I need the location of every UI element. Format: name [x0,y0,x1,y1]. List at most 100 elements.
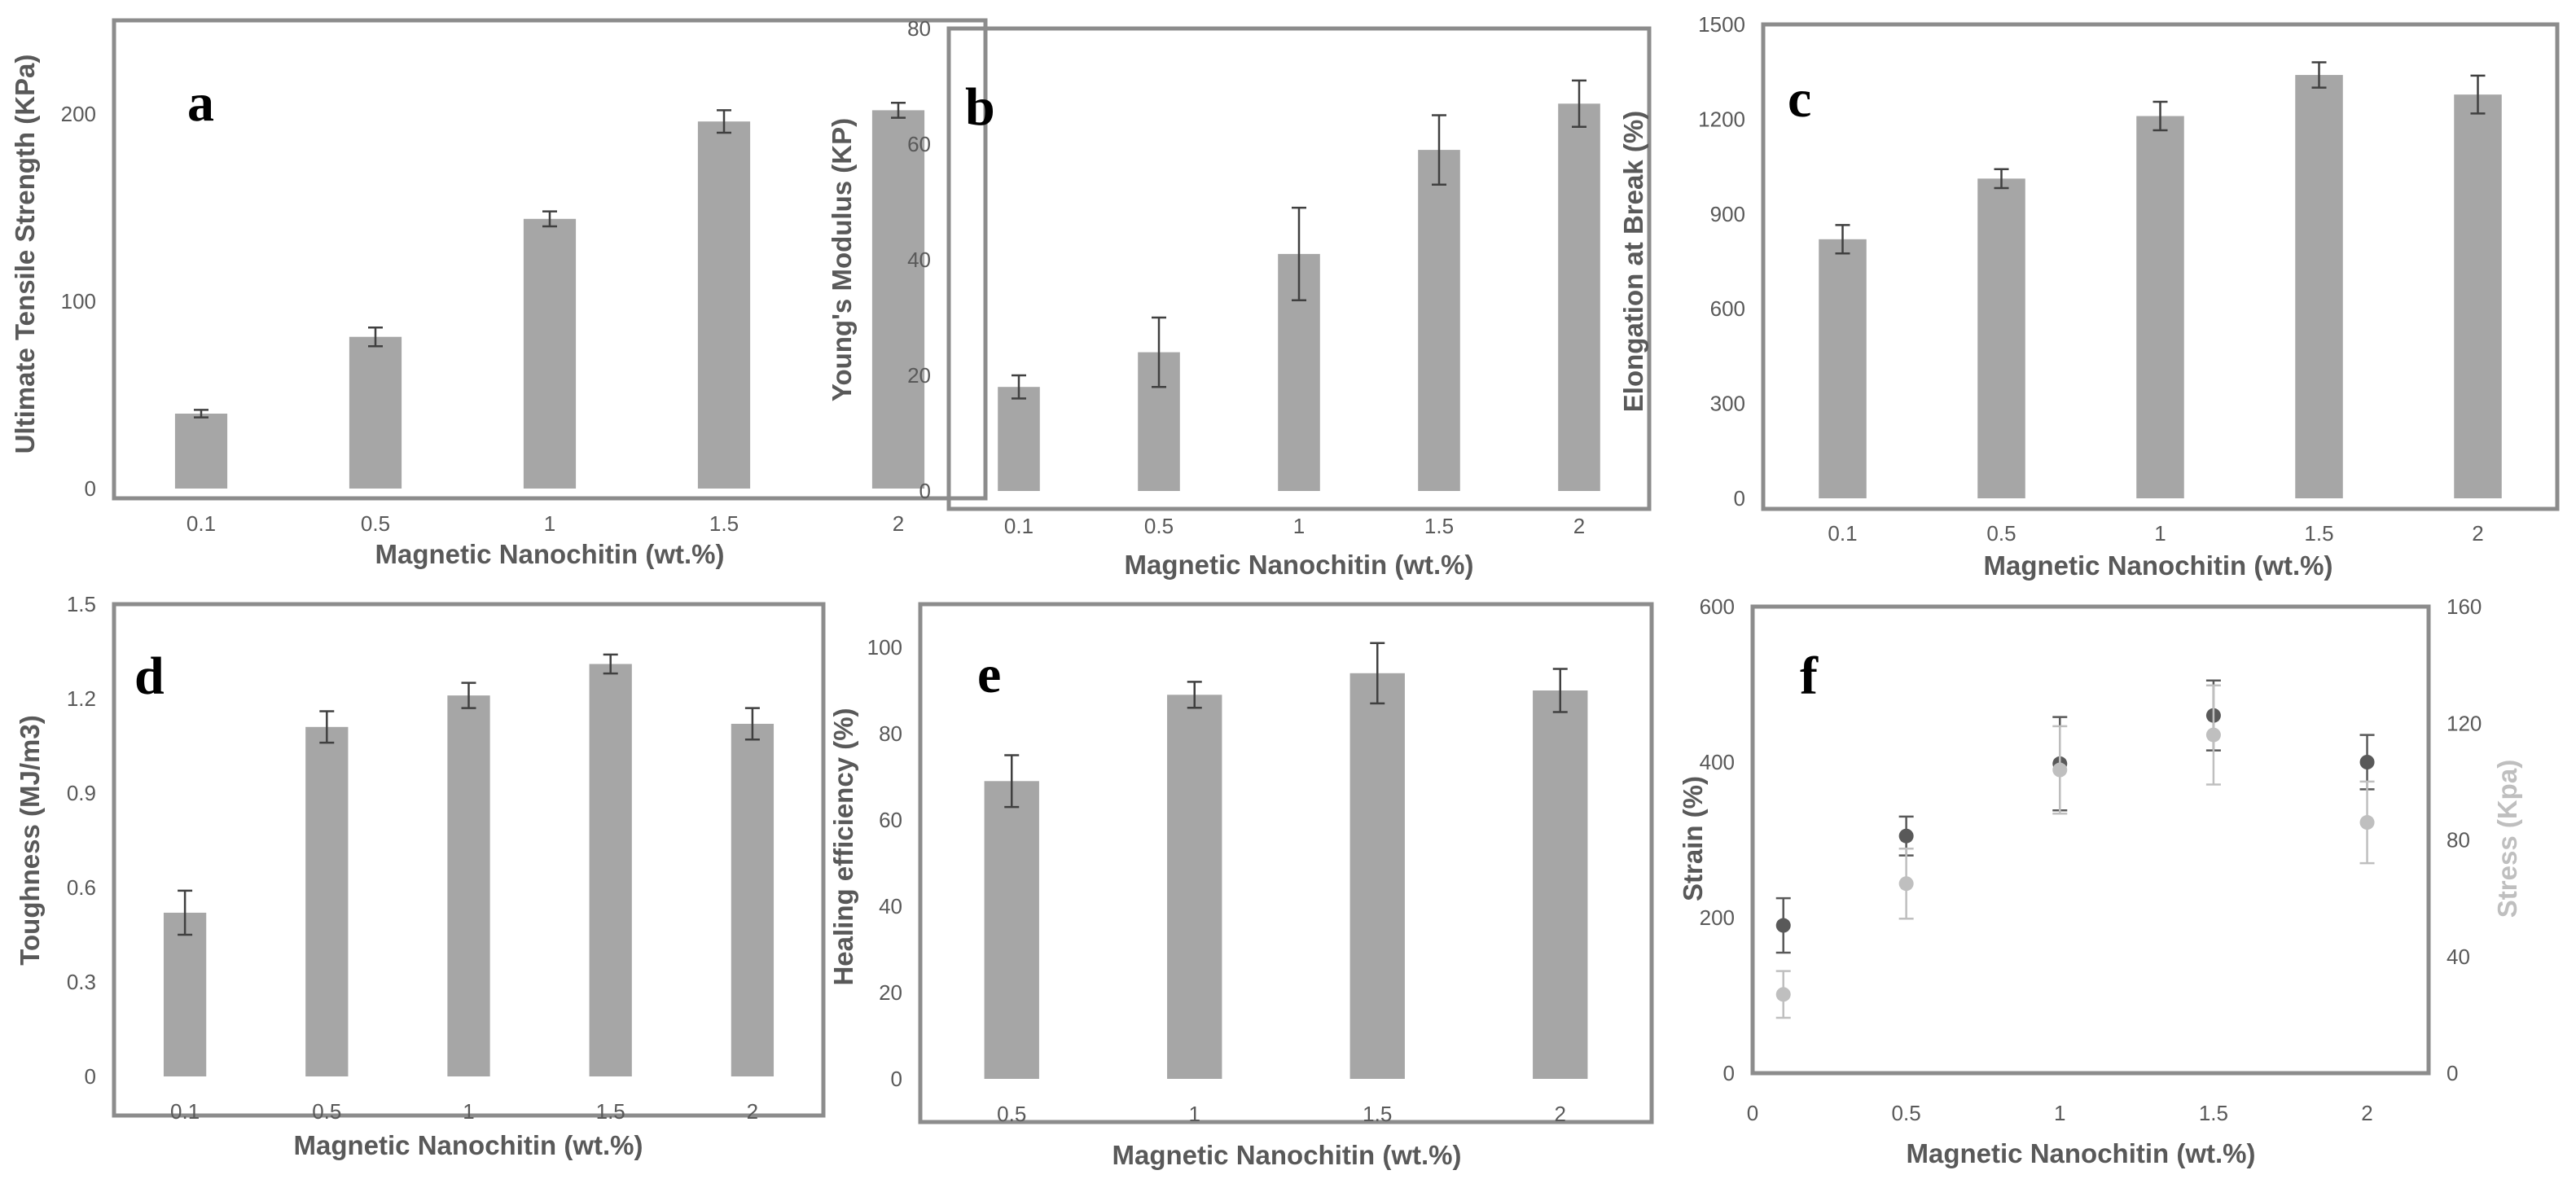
error-bar [194,409,208,419]
y-tick-label: 100 [867,635,902,660]
x-tick-label: 0.5 [1144,514,1174,538]
y-tick-label: 900 [1710,202,1745,226]
error-bar [744,707,760,741]
x-tick-label: 2 [1555,1102,1566,1126]
y2-tick-label: 0 [2447,1061,2458,1085]
panel-e: 0 20 40 60 80 100 0.5 1 1.5 2 Magnetic Nanochitin … [828,602,1654,1170]
bar-0.5 [305,726,349,1076]
y-tick-label: 1.5 [67,592,96,616]
bar-2 [871,110,925,489]
y-tick-label: 0.9 [67,781,96,805]
y-tick-label: 80 [907,16,931,41]
bar-0.1 [174,414,228,489]
bar-1.5 [2295,75,2343,498]
bar-2 [1558,103,1600,492]
panel-d: 0 0.3 0.6 0.9 1.2 1.5 0.1 0.5 1 1.5 2 Magnetic Nano… [15,592,826,1160]
error-bar [1004,754,1020,809]
y-tick-label: 400 [1700,750,1735,774]
y2-axis-label: Stress (Kpa) [2492,760,2522,918]
bar-0.1 [163,912,207,1076]
y-tick-label: 0.6 [67,875,96,900]
panel-letter: f [1800,647,1819,706]
x-tick-label: 1.5 [2199,1101,2228,1125]
panel-frame [918,602,1654,1124]
bar-1 [2136,116,2184,498]
error-bar [1012,374,1026,400]
panel-frame [1750,604,2431,1076]
error-bar [1572,79,1586,128]
x-axis-label: Magnetic Nanochitin (wt.%) [1907,1138,2256,1168]
x-tick-label: 2 [893,511,904,536]
y-tick-label: 200 [61,102,96,126]
y-tick-label: 300 [1710,392,1745,416]
x-tick-label: 1.5 [1363,1102,1392,1126]
y-tick-label: 600 [1710,296,1745,321]
panel-f: 0 200 400 600 0 0.5 1 1.5 2 0 40 80 120 160 Stress (Kp… [1678,594,2522,1168]
y-axis-label: Ultimate Tensile Strength (KPa) [10,55,40,454]
y-axis-label: Strain (%) [1678,776,1708,901]
y-tick-label: 1500 [1698,12,1745,37]
x-tick-label: 1.5 [596,1099,625,1124]
error-bar [1152,316,1166,388]
strain-point [1898,828,1914,844]
x-tick-label: 0.1 [170,1099,200,1124]
y-tick-label: 20 [907,363,931,388]
y-axis-label: Young's Modulus (KP) [827,118,857,401]
x-tick-label: 0.1 [1004,514,1033,538]
error-bar [178,889,193,936]
bar-0.5 [349,336,402,489]
x-axis-label: Magnetic Nanochitin (wt.%) [1125,550,1474,580]
bar-0.1 [998,387,1040,491]
x-tick-label: 1 [2154,521,2166,546]
error-bar [717,109,731,134]
error-bar [1552,668,1568,713]
x-tick-label: 0.1 [187,511,216,536]
panel-letter: a [187,73,214,133]
stress-point [2359,815,2375,831]
y2-tick-label: 40 [2447,945,2470,969]
x-tick-label: 2 [2361,1101,2372,1125]
bar-1.5 [1418,150,1460,491]
x-tick-label: 0.5 [1892,1101,1921,1125]
x-tick-label: 2 [1573,514,1585,538]
x-tick-label: 0.1 [1828,521,1857,546]
x-tick-label: 1 [1293,514,1305,538]
panel-frame [1761,22,2560,511]
y-axis-label: Toughness (MJ/m3) [15,715,45,965]
y-tick-label: 1.2 [67,686,96,711]
y-tick-label: 0.3 [67,970,96,994]
y-tick-label: 200 [1700,905,1735,930]
y-tick-label: 0 [85,476,96,501]
x-tick-label: 1 [1189,1102,1200,1126]
stress-point [1775,987,1791,1002]
error-bar [542,210,557,228]
panel-c: 0 300 600 900 1200 1500 0.1 0.5 1 1.5 2 Magnetic Na… [1618,12,2560,581]
x-tick-label: 0 [1747,1101,1758,1125]
x-tick-label: 0.5 [361,511,390,536]
bar-2 [1533,690,1588,1079]
y-tick-label: 1200 [1698,107,1745,131]
error-bar [368,326,383,348]
x-tick-label: 1.5 [709,511,739,536]
y-tick-label: 40 [907,248,931,272]
y-tick-label: 0 [1734,486,1745,511]
stress-point [2205,727,2221,743]
strain-point [1775,918,1791,933]
bar-0.1 [1819,239,1867,498]
y2-tick-label: 160 [2447,594,2482,619]
x-axis-label: Magnetic Nanochitin (wt.%) [1112,1140,1462,1170]
error-bar [461,682,476,709]
panel-frame [112,602,826,1118]
x-tick-label: 1 [2054,1101,2065,1125]
error-bar [1187,681,1202,709]
stress-point [2052,762,2068,778]
error-bar [1292,206,1306,301]
x-tick-label: 1 [544,511,555,536]
y-tick-label: 0 [919,479,931,503]
bar-0.5 [1977,178,2025,498]
panel-b: 0 20 40 60 80 0.1 0.5 1 1.5 2 Magnetic Nanochitin … [827,16,1652,580]
x-axis-label: Magnetic Nanochitin (wt.%) [1984,550,2333,581]
x-axis-label: Magnetic Nanochitin (wt.%) [294,1130,643,1160]
